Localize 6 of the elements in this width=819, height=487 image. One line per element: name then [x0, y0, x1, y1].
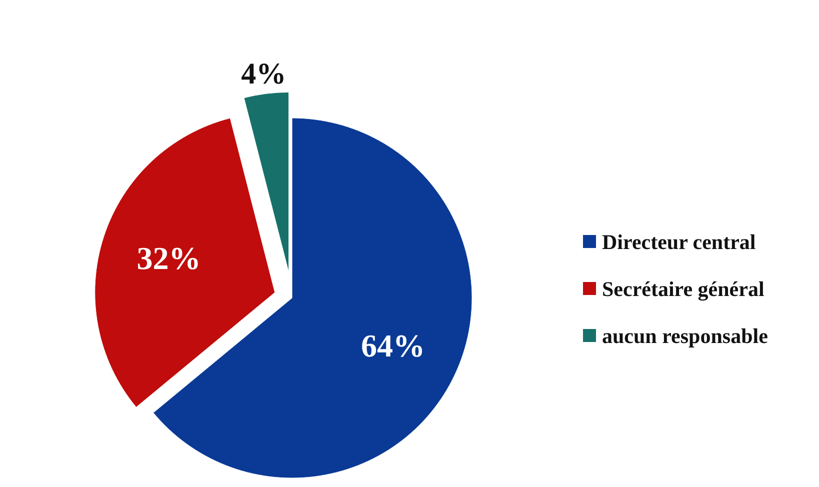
data-label: 32% [136, 240, 201, 276]
legend-entry: aucun responsable [583, 324, 768, 348]
legend-entry: Secrétaire général [583, 277, 764, 301]
data-label: 4% [241, 57, 286, 90]
legend-entry: Directeur central [583, 230, 756, 254]
data-label: 64% [360, 328, 425, 364]
